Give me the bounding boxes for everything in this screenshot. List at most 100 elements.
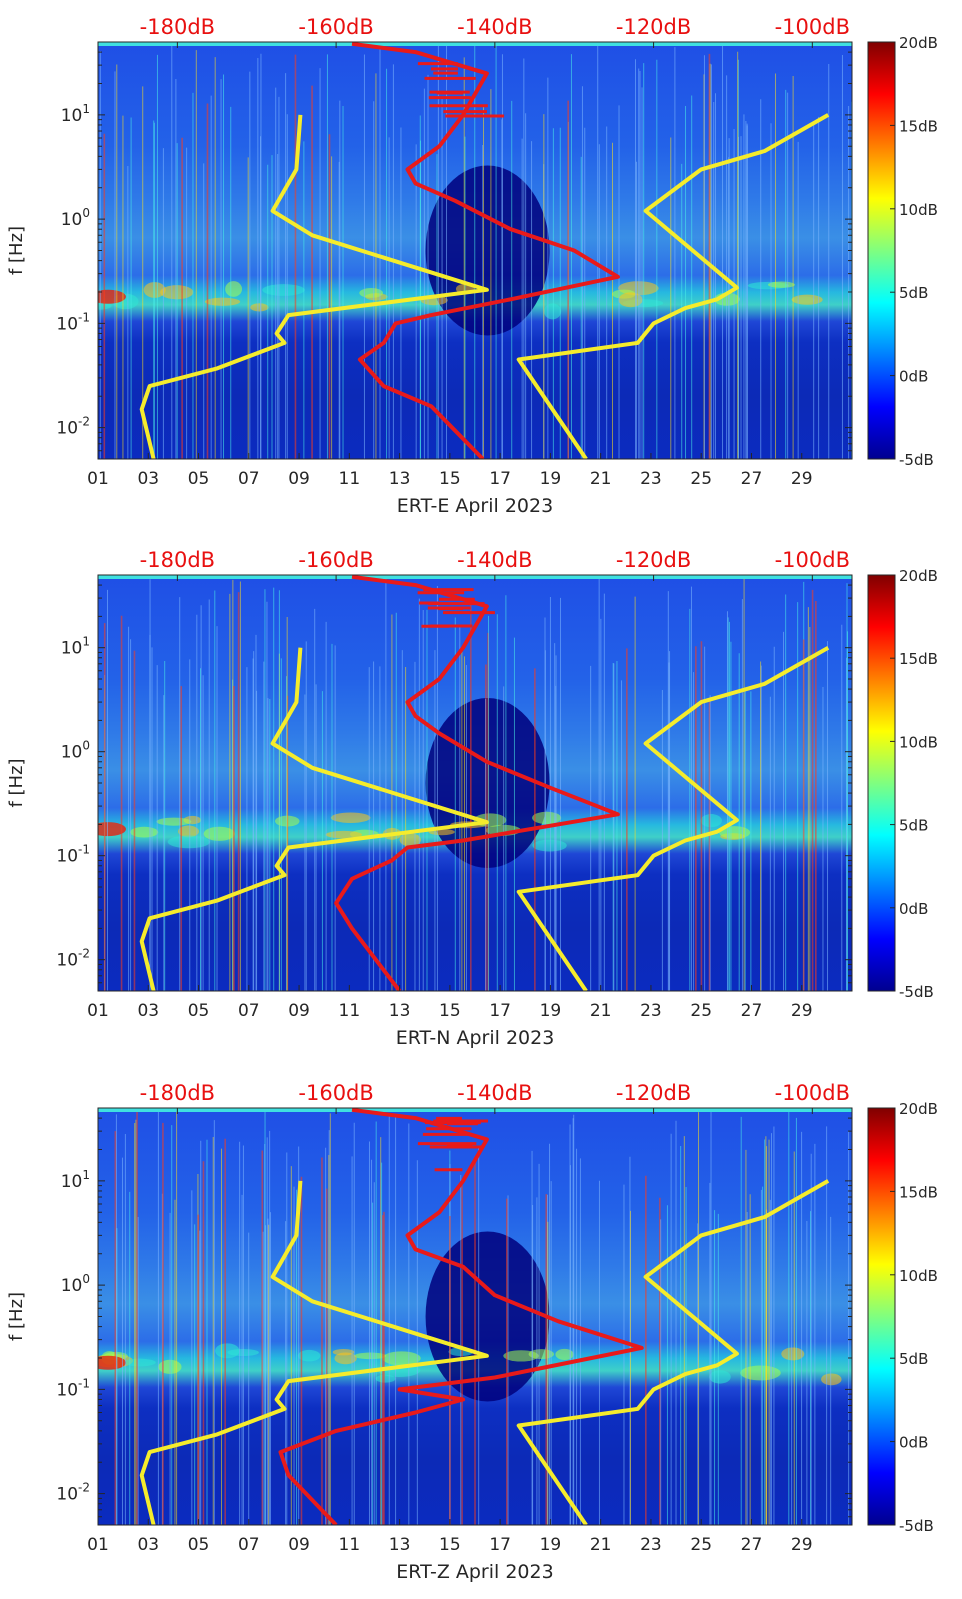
colorbar-tick-label: 20dB xyxy=(899,1100,938,1118)
x-tick-label: 27 xyxy=(741,1535,763,1555)
y-axis-label: f [Hz] xyxy=(6,226,27,275)
x-tick-label: 11 xyxy=(339,469,361,489)
colorbar-tick-label: 15dB xyxy=(899,117,938,135)
microseism-blob xyxy=(334,1352,357,1365)
colorbar-tick-label: 10dB xyxy=(899,201,938,219)
x-tick-label: 09 xyxy=(288,1001,310,1021)
top-axis-db-label: -140dB xyxy=(457,548,532,572)
colorbar-tick-label: 5dB xyxy=(899,284,928,302)
x-tick-label: 29 xyxy=(791,469,813,489)
x-tick-label: 23 xyxy=(640,1535,662,1555)
colorbar-tick-label: 10dB xyxy=(899,1267,938,1285)
low-noise-model-line xyxy=(139,1180,489,1525)
psd-curve xyxy=(278,1108,644,1525)
microseism-blob xyxy=(297,1349,321,1362)
x-tick-label: 19 xyxy=(540,1001,562,1021)
x-tick-label: 27 xyxy=(741,469,763,489)
x-tick-label: 07 xyxy=(238,469,260,489)
x-tick-label: 05 xyxy=(188,1001,210,1021)
top-axis-db-label: -120dB xyxy=(616,548,691,572)
microseism-blob xyxy=(543,303,562,320)
spectrogram-panel: 01 03 05 07 09 11 13 15 17 19 21 23 25 27 29 101 100 10-1… xyxy=(6,15,938,517)
top-axis-db-label: -140dB xyxy=(457,15,532,39)
microseism-blob xyxy=(203,826,235,841)
x-tick-label: 21 xyxy=(590,1535,612,1555)
microseism-blob xyxy=(354,1352,387,1360)
x-tick-label: 23 xyxy=(640,1001,662,1021)
y-axis-label: f [Hz] xyxy=(6,1292,27,1341)
microseism-blob xyxy=(98,1355,126,1370)
top-axis-db-label: -160dB xyxy=(298,548,373,572)
y-tick-label: 100 xyxy=(61,1272,90,1296)
microseism-blob xyxy=(123,1358,156,1367)
top-axis-db-label: -120dB xyxy=(616,1081,691,1105)
y-tick-label: 100 xyxy=(61,739,90,763)
x-tick-label: 01 xyxy=(87,469,109,489)
x-tick-label: 13 xyxy=(389,1535,411,1555)
y-tick-label: 100 xyxy=(61,206,90,230)
colorbar-tick-label: -5dB xyxy=(899,983,934,1001)
x-tick-label: 27 xyxy=(741,1001,763,1021)
x-axis-label: ERT-Z April 2023 xyxy=(396,1561,553,1583)
low-noise-model-line xyxy=(139,647,489,991)
high-noise-model-line xyxy=(516,113,830,459)
y-tick-label: 10-1 xyxy=(56,843,90,867)
high-noise-model-line xyxy=(516,1179,830,1525)
colorbar-tick-label: -5dB xyxy=(899,451,934,469)
microseism-blob xyxy=(821,1373,842,1386)
microseism-blob xyxy=(399,833,421,847)
high-noise-model-line xyxy=(516,645,830,991)
spectrogram-panel: 01 03 05 07 09 11 13 15 17 19 21 23 25 27 29 101 100 10-1… xyxy=(6,548,938,1049)
x-tick-label: 25 xyxy=(690,1535,712,1555)
x-tick-label: 05 xyxy=(188,1535,210,1555)
colorbar: 20dB 15dB 10dB 5dB 0dB -5dB xyxy=(867,1100,938,1535)
x-tick-label: 01 xyxy=(87,1535,109,1555)
spectrogram-image xyxy=(98,42,852,459)
x-tick-label: 09 xyxy=(288,1535,310,1555)
microseism-blob xyxy=(791,294,823,305)
colorbar-gradient xyxy=(867,1107,896,1526)
y-tick-label: 101 xyxy=(61,635,90,659)
x-tick-label: 05 xyxy=(188,469,210,489)
y-tick-label: 101 xyxy=(61,102,90,126)
top-axis-db-label: -120dB xyxy=(616,15,691,39)
y-tick-label: 10-2 xyxy=(56,1481,90,1505)
top-axis-db-label: -100dB xyxy=(775,1081,850,1105)
x-tick-label: 25 xyxy=(690,469,712,489)
microseism-blob xyxy=(532,811,562,825)
x-tick-label: 03 xyxy=(137,1535,159,1555)
top-axis-db-label: -100dB xyxy=(775,15,850,39)
colorbar: 20dB 15dB 10dB 5dB 0dB -5dB xyxy=(867,34,938,469)
top-axis-db-label: -180dB xyxy=(140,15,215,39)
x-tick-label: 17 xyxy=(489,1535,511,1555)
microseism-blob xyxy=(382,1351,421,1366)
quiet-period-region xyxy=(425,165,550,336)
microseism-blob xyxy=(767,281,795,288)
x-tick-label: 07 xyxy=(238,1001,260,1021)
x-axis-label: ERT-N April 2023 xyxy=(396,1027,555,1049)
microseism-blob xyxy=(225,281,243,297)
colorbar-tick-label: 10dB xyxy=(899,733,938,751)
y-axis-label: f [Hz] xyxy=(6,758,27,807)
x-tick-label: 15 xyxy=(439,469,461,489)
spectrogram-panel: 01 03 05 07 09 11 13 15 17 19 21 23 25 27 29 101 100 10-1… xyxy=(6,1081,938,1583)
microseism-blob xyxy=(359,288,383,298)
x-tick-label: 15 xyxy=(439,1535,461,1555)
x-tick-label: 07 xyxy=(238,1535,260,1555)
top-axis-db-label: -160dB xyxy=(298,1081,373,1105)
spectrogram-image xyxy=(98,575,852,991)
x-tick-label: 19 xyxy=(540,469,562,489)
top-axis-db-label: -160dB xyxy=(298,15,373,39)
colorbar-tick-label: 15dB xyxy=(899,1183,938,1201)
colorbar: 20dB 15dB 10dB 5dB 0dB -5dB xyxy=(867,567,938,1001)
microseism-blob xyxy=(204,297,241,306)
x-tick-label: 11 xyxy=(339,1535,361,1555)
top-band xyxy=(98,42,852,46)
top-axis-db-label: -100dB xyxy=(775,548,850,572)
x-tick-label: 21 xyxy=(590,1001,612,1021)
x-tick-label: 13 xyxy=(389,1001,411,1021)
colorbar-gradient xyxy=(867,41,896,460)
top-axis-db-label: -180dB xyxy=(140,1081,215,1105)
low-noise-model-line xyxy=(139,114,489,459)
top-axis-db-label: -180dB xyxy=(140,548,215,572)
